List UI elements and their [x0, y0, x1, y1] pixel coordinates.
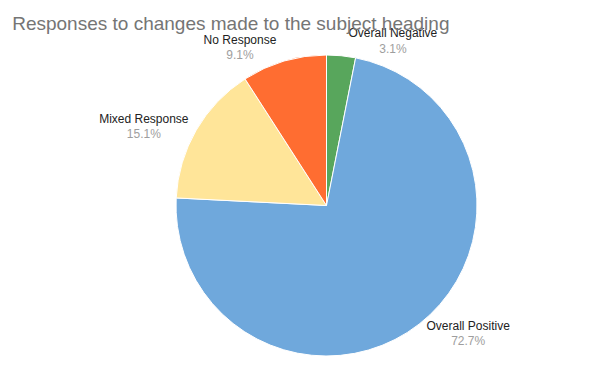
svg-text:Overall Positive72.7%: Overall Positive72.7%: [427, 319, 511, 349]
svg-text:No Response9.1%: No Response9.1%: [204, 33, 277, 63]
svg-text:Responses to changes made to t: Responses to changes made to the subject…: [12, 13, 449, 34]
svg-text:Mixed Response15.1%: Mixed Response15.1%: [99, 112, 189, 142]
svg-text:Overall Negative3.1%: Overall Negative3.1%: [349, 26, 438, 56]
